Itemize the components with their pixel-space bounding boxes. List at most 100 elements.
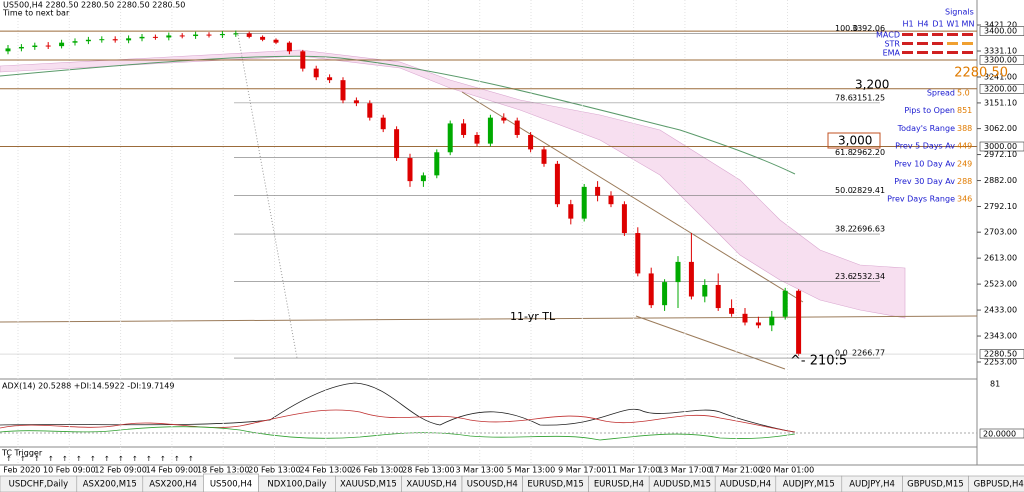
tab-label[interactable]: AUDUSD,M15	[653, 480, 711, 490]
tab-label[interactable]: NDX100,Daily	[267, 480, 326, 490]
candle-body	[742, 313, 748, 323]
fib-price: 2829.41	[852, 186, 885, 195]
tab-label[interactable]: GBPUSD,M15	[907, 480, 964, 490]
x-tick-label: 17 Mar 21:00	[709, 466, 762, 475]
tab-label[interactable]: AUDJPY,M15	[783, 480, 835, 490]
trigger-arrow: ↑	[20, 455, 26, 463]
y-tick-label: 3421.20	[984, 21, 1017, 30]
y-tick-label: 2882.00	[984, 176, 1017, 185]
current-price-box	[979, 349, 1024, 359]
candle-body	[5, 48, 11, 52]
trigger-arrow: ↑	[104, 455, 110, 463]
y-tick-label: 2703.00	[984, 228, 1017, 237]
candle-body	[112, 39, 118, 41]
candle-body	[581, 186, 587, 219]
candle-body	[126, 38, 132, 41]
stat-label: Today's Range	[897, 124, 955, 133]
candle-body	[434, 152, 440, 176]
stat-value: 388	[957, 124, 972, 133]
x-tick-label: 10 Feb 09:00	[43, 466, 95, 475]
signal-dash	[917, 33, 928, 36]
trigger-arrow: ↑	[34, 455, 40, 463]
candle-body	[595, 186, 601, 196]
fib-ratio: 0.0	[835, 349, 848, 358]
signal-row: MACD	[876, 31, 900, 40]
x-tick-label: 20 Mar 01:00	[761, 466, 814, 475]
annotation-box	[827, 132, 881, 149]
tab-label[interactable]: ASX200,M15	[83, 480, 137, 490]
trigger-arrow: ↑	[146, 455, 152, 463]
tab-label[interactable]: USDCHF,Daily	[9, 480, 69, 490]
stat-value: 249	[957, 159, 972, 168]
candle-body	[796, 290, 802, 354]
candle-body	[99, 39, 105, 41]
signal-column: MN	[962, 20, 975, 29]
signal-dash	[932, 42, 943, 45]
tab-label[interactable]: EURUSD,M15	[527, 480, 584, 490]
tab[interactable]	[968, 475, 1024, 492]
stat-label: Spread	[927, 89, 955, 98]
candle-body	[407, 158, 413, 182]
signal-column: H4	[917, 20, 928, 29]
trigger-title: TC Trigger	[1, 449, 43, 458]
candle-body	[420, 175, 426, 182]
trigger-arrow: ↑	[118, 455, 124, 463]
candle-body	[380, 117, 386, 130]
level-box	[979, 141, 1024, 152]
tab-label[interactable]: USOUSD,H4	[467, 480, 518, 490]
fib-price: 2532.34	[852, 272, 885, 281]
trigger-arrow: ↑	[48, 455, 54, 463]
trigger-arrow: ↑	[132, 455, 138, 463]
trend-line	[0, 315, 978, 323]
fib-ratio: 38.2	[835, 225, 853, 234]
x-tick-label: 3 Mar 13:00	[456, 466, 504, 475]
signal-dash	[932, 33, 943, 36]
candle-body	[541, 149, 547, 164]
candle-body	[246, 33, 252, 37]
stat-label: Prev 30 Day Av	[894, 177, 955, 186]
candle-body	[166, 35, 172, 38]
tab-label[interactable]: AUDUSD,H4	[720, 480, 771, 490]
signal-dash	[947, 42, 958, 45]
signal-dash	[902, 42, 913, 45]
candle-body	[621, 204, 627, 234]
candle-body	[45, 45, 51, 47]
fib-ratio: 100.0	[835, 24, 858, 33]
y-tick-label: 3151.10	[984, 98, 1017, 107]
candle-body	[487, 117, 493, 144]
ichimoku-cloud	[0, 49, 906, 319]
tab-label[interactable]: AUDJPY,H4	[849, 480, 895, 490]
candle-body	[139, 36, 145, 39]
candle-body	[635, 233, 641, 274]
annotation: ^- 210:5	[790, 354, 847, 369]
trigger-arrow: ↑	[76, 455, 82, 463]
fib-price: 2696.63	[852, 225, 885, 234]
y-tick-label: 2253.00	[984, 358, 1017, 367]
stat-label: Prev Days Range	[887, 195, 955, 204]
y-tick-label: 3331.10	[984, 46, 1017, 55]
candle-body	[528, 134, 534, 150]
signal-dash	[962, 51, 973, 54]
indicator-tick: 20.0000	[983, 430, 1016, 439]
fib-price: 2266.77	[852, 349, 885, 358]
tab-label[interactable]: US500,H4	[210, 480, 252, 490]
signal-dash	[902, 51, 913, 54]
signal-dash	[917, 42, 928, 45]
candle-body	[353, 100, 359, 104]
tab-label[interactable]: EURUSD,H4	[594, 480, 644, 490]
tab-label[interactable]: XAUUSD,H4	[406, 480, 457, 490]
candle-body	[179, 35, 185, 37]
tab-label[interactable]: GBPUSD,H4	[974, 480, 1024, 490]
level-label: 3200.00	[984, 84, 1017, 93]
candle-body	[715, 284, 721, 309]
tab-label[interactable]: XAUUSD,M15	[340, 480, 397, 490]
price-display: 2280.50	[954, 66, 1008, 81]
candle-body	[729, 308, 735, 314]
x-tick-label: 18 Feb 13:00	[197, 466, 249, 475]
signal-row: STR	[884, 40, 900, 49]
tab-label[interactable]: ASX200,H4	[149, 480, 197, 490]
candle-body	[260, 36, 266, 40]
stat-label: Pips to Open	[904, 106, 955, 115]
